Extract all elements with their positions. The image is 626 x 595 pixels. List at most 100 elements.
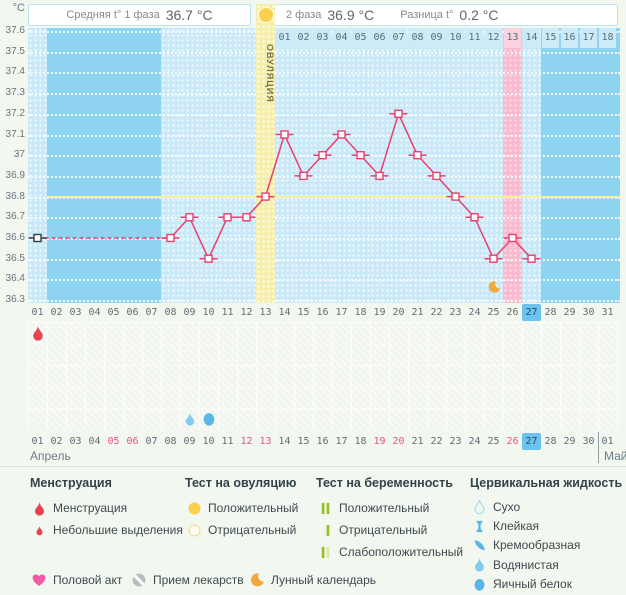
phase2-day-cell[interactable]: 18 bbox=[599, 28, 616, 48]
phase2-day-cell[interactable]: 16 bbox=[561, 28, 578, 48]
date-number[interactable]: 01 bbox=[601, 436, 614, 447]
cycle-day-number[interactable]: 28 bbox=[544, 307, 557, 318]
date-number[interactable]: 04 bbox=[88, 436, 101, 447]
cycle-day-number[interactable]: 26 bbox=[506, 307, 519, 318]
phase2-day-cell[interactable]: 01 bbox=[276, 28, 293, 48]
chart-day-column[interactable] bbox=[332, 28, 351, 303]
date-number[interactable]: 22 bbox=[430, 436, 443, 447]
date-number[interactable]: 08 bbox=[164, 436, 177, 447]
cycle-day-number[interactable]: 29 bbox=[563, 307, 576, 318]
cycle-day-number[interactable]: 04 bbox=[88, 307, 101, 318]
date-number[interactable]: 29 bbox=[563, 436, 576, 447]
cycle-day-number[interactable]: 25 bbox=[487, 307, 500, 318]
cycle-day-number[interactable]: 07 bbox=[145, 307, 158, 318]
chart-day-column[interactable] bbox=[180, 28, 199, 303]
cycle-day-number[interactable]: 20 bbox=[392, 307, 405, 318]
cycle-day-number[interactable]: 12 bbox=[240, 307, 253, 318]
temperature-point[interactable] bbox=[451, 192, 460, 201]
cycle-day-number[interactable]: 27 bbox=[522, 304, 541, 321]
phase2-day-cell[interactable]: 05 bbox=[352, 28, 369, 48]
date-number[interactable]: 16 bbox=[316, 436, 329, 447]
date-number[interactable]: 09 bbox=[183, 436, 196, 447]
chart-day-column[interactable] bbox=[446, 28, 465, 303]
cycle-day-number[interactable]: 14 bbox=[278, 307, 291, 318]
date-number[interactable]: 12 bbox=[240, 436, 253, 447]
cycle-day-number[interactable]: 09 bbox=[183, 307, 196, 318]
date-number[interactable]: 05 bbox=[107, 436, 120, 447]
temperature-point[interactable] bbox=[261, 192, 270, 201]
temperature-point[interactable] bbox=[356, 150, 365, 160]
temperature-point[interactable] bbox=[413, 150, 422, 160]
chart-day-column[interactable] bbox=[351, 28, 370, 303]
cycle-day-number[interactable]: 31 bbox=[601, 307, 614, 318]
phase2-day-cell[interactable]: 09 bbox=[428, 28, 445, 48]
date-number[interactable]: 23 bbox=[449, 436, 462, 447]
chart-day-column[interactable] bbox=[484, 28, 503, 303]
cycle-day-number[interactable]: 10 bbox=[202, 307, 215, 318]
chart-day-column[interactable] bbox=[313, 28, 332, 303]
date-number[interactable]: 27 bbox=[522, 433, 541, 450]
temperature-point[interactable] bbox=[337, 130, 346, 139]
chart-day-column[interactable] bbox=[161, 28, 180, 303]
date-number[interactable]: 01 bbox=[31, 436, 44, 447]
phase2-day-cell[interactable]: 14 bbox=[523, 28, 540, 48]
temperature-point[interactable] bbox=[432, 171, 441, 181]
temperature-point[interactable] bbox=[185, 213, 194, 222]
cycle-day-number[interactable]: 06 bbox=[126, 307, 139, 318]
cycle-day-number[interactable]: 02 bbox=[50, 307, 63, 318]
cycle-day-number[interactable]: 13 bbox=[259, 307, 272, 318]
chart-day-column[interactable] bbox=[275, 28, 294, 303]
temperature-point[interactable] bbox=[204, 254, 213, 263]
cycle-day-number[interactable]: 17 bbox=[335, 307, 348, 318]
cycle-day-number[interactable]: 23 bbox=[449, 307, 462, 318]
date-number[interactable]: 20 bbox=[392, 436, 405, 447]
chart-day-column[interactable] bbox=[408, 28, 427, 303]
phase2-day-cell[interactable]: 13 bbox=[504, 28, 521, 48]
date-number[interactable]: 06 bbox=[126, 436, 139, 447]
phase2-day-cell[interactable]: 11 bbox=[466, 28, 483, 48]
phase2-day-cell[interactable]: 10 bbox=[447, 28, 464, 48]
temperature-point[interactable] bbox=[375, 171, 384, 181]
chart-day-column[interactable] bbox=[389, 28, 408, 303]
date-number[interactable]: 26 bbox=[506, 436, 519, 447]
phase2-day-cell[interactable]: 08 bbox=[409, 28, 426, 48]
cycle-day-number[interactable]: 05 bbox=[107, 307, 120, 318]
temperature-point[interactable] bbox=[33, 233, 42, 243]
chart-day-column[interactable] bbox=[427, 28, 446, 303]
date-number[interactable]: 02 bbox=[50, 436, 63, 447]
cycle-day-number[interactable]: 15 bbox=[297, 307, 310, 318]
chart-day-column[interactable] bbox=[199, 28, 218, 303]
date-number[interactable]: 24 bbox=[468, 436, 481, 447]
date-number[interactable]: 28 bbox=[544, 436, 557, 447]
date-number[interactable]: 25 bbox=[487, 436, 500, 447]
date-number[interactable]: 11 bbox=[221, 436, 234, 447]
chart-day-column[interactable] bbox=[218, 28, 237, 303]
date-number[interactable]: 30 bbox=[582, 436, 595, 447]
chart-day-column[interactable] bbox=[465, 28, 484, 303]
date-number[interactable]: 03 bbox=[69, 436, 82, 447]
date-number[interactable]: 14 bbox=[278, 436, 291, 447]
temperature-point[interactable] bbox=[223, 213, 232, 222]
temperature-point[interactable] bbox=[280, 130, 289, 139]
chart-day-column[interactable] bbox=[522, 28, 541, 303]
temperature-point[interactable] bbox=[470, 213, 479, 222]
cycle-day-number[interactable]: 24 bbox=[468, 307, 481, 318]
temperature-point[interactable] bbox=[166, 233, 175, 243]
chart-day-column[interactable] bbox=[28, 28, 47, 303]
chart-day-column[interactable] bbox=[503, 28, 522, 303]
watery-drop-icon[interactable] bbox=[183, 412, 197, 431]
cycle-day-number[interactable]: 01 bbox=[31, 307, 44, 318]
phase2-day-cell[interactable]: 12 bbox=[485, 28, 502, 48]
phase2-day-cell[interactable]: 07 bbox=[390, 28, 407, 48]
date-number[interactable]: 21 bbox=[411, 436, 424, 447]
phase2-day-cell[interactable]: 04 bbox=[333, 28, 350, 48]
chart-day-column[interactable] bbox=[237, 28, 256, 303]
chart-day-column[interactable] bbox=[294, 28, 313, 303]
temperature-point[interactable] bbox=[489, 254, 498, 263]
date-number[interactable]: 15 bbox=[297, 436, 310, 447]
temperature-point[interactable] bbox=[318, 150, 327, 160]
date-number[interactable]: 13 bbox=[259, 436, 272, 447]
temperature-point[interactable] bbox=[508, 233, 517, 243]
cycle-day-number[interactable]: 16 bbox=[316, 307, 329, 318]
temperature-point[interactable] bbox=[242, 213, 251, 222]
